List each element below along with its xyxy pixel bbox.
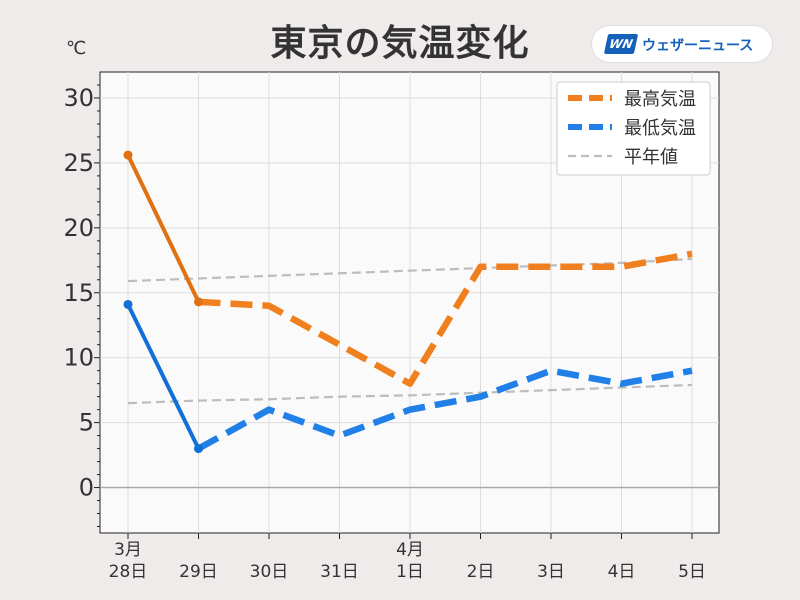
x-tick-label: 3日 xyxy=(537,562,565,582)
high-data-point xyxy=(123,150,133,160)
y-tick-label: 0 xyxy=(79,474,94,502)
y-tick-label: 15 xyxy=(63,279,94,307)
legend-box xyxy=(556,81,711,176)
x-tick-label: 29日 xyxy=(179,562,218,582)
y-tick-label: 20 xyxy=(63,214,94,242)
brand-logo: WN ウェザーニュース xyxy=(592,26,772,62)
chart-title: 東京の気温変化 xyxy=(270,23,530,64)
low-forecast-line xyxy=(196,367,693,452)
low-data-point xyxy=(194,444,203,454)
high-forecast-line xyxy=(198,250,693,387)
legend-normal-label: 平年値 xyxy=(624,147,678,168)
low-observed-line xyxy=(126,303,201,450)
y-tick-label: 30 xyxy=(63,84,94,112)
y-tick-label: 25 xyxy=(63,149,94,177)
normal-low-line xyxy=(127,383,693,405)
x-tick-label: 4月 1日 xyxy=(396,540,424,582)
y-axis-unit: ℃ xyxy=(66,38,86,59)
y-tick-label: 5 xyxy=(79,409,94,437)
legend-high-label: 最高気温 xyxy=(624,89,696,110)
y-tick-label: 10 xyxy=(63,344,94,372)
x-tick-label: 5日 xyxy=(678,562,706,582)
x-tick-label: 30日 xyxy=(250,562,289,582)
x-tick-label: 2日 xyxy=(467,562,495,582)
brand-name: ウェザーニュース xyxy=(642,38,754,54)
legend-low-label: 最低気温 xyxy=(624,118,696,139)
x-tick-label: 3月 28日 xyxy=(109,540,148,582)
x-tick-label: 4日 xyxy=(608,562,636,582)
low-data-point xyxy=(123,299,133,309)
high-observed-line xyxy=(126,154,201,303)
x-tick-label: 31日 xyxy=(320,562,359,582)
high-data-point xyxy=(194,297,203,307)
